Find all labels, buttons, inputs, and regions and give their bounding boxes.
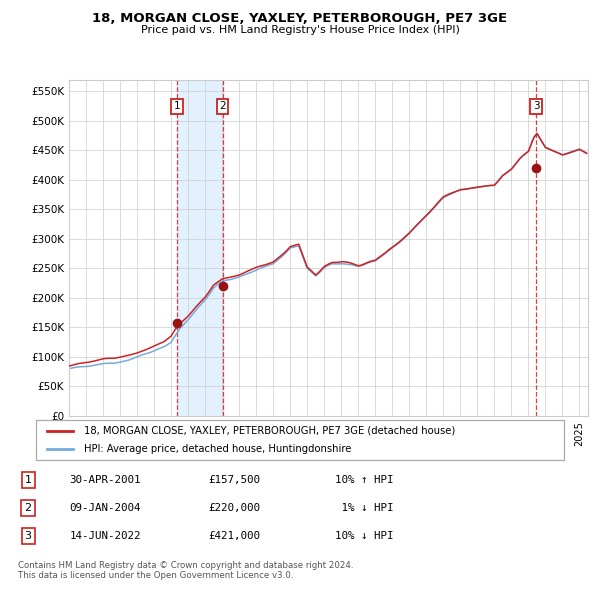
Text: 1: 1 [173, 101, 180, 111]
Text: 09-JAN-2004: 09-JAN-2004 [70, 503, 141, 513]
Text: 2: 2 [25, 503, 32, 513]
Text: 1: 1 [25, 475, 32, 485]
Text: £220,000: £220,000 [208, 503, 260, 513]
FancyBboxPatch shape [36, 420, 564, 460]
Text: 10% ↑ HPI: 10% ↑ HPI [335, 475, 393, 485]
Text: 18, MORGAN CLOSE, YAXLEY, PETERBOROUGH, PE7 3GE (detached house): 18, MORGAN CLOSE, YAXLEY, PETERBOROUGH, … [83, 426, 455, 436]
Text: 2: 2 [219, 101, 226, 111]
Text: 3: 3 [25, 531, 32, 541]
Text: £421,000: £421,000 [208, 531, 260, 541]
Text: 1% ↓ HPI: 1% ↓ HPI [335, 503, 393, 513]
Text: This data is licensed under the Open Government Licence v3.0.: This data is licensed under the Open Gov… [18, 571, 293, 579]
Text: Contains HM Land Registry data © Crown copyright and database right 2024.: Contains HM Land Registry data © Crown c… [18, 560, 353, 569]
Text: 3: 3 [533, 101, 539, 111]
Text: 30-APR-2001: 30-APR-2001 [70, 475, 141, 485]
Text: 18, MORGAN CLOSE, YAXLEY, PETERBOROUGH, PE7 3GE: 18, MORGAN CLOSE, YAXLEY, PETERBOROUGH, … [92, 12, 508, 25]
Text: Price paid vs. HM Land Registry's House Price Index (HPI): Price paid vs. HM Land Registry's House … [140, 25, 460, 35]
Text: £157,500: £157,500 [208, 475, 260, 485]
Bar [176, 80, 223, 416]
Text: 10% ↓ HPI: 10% ↓ HPI [335, 531, 393, 541]
Text: HPI: Average price, detached house, Huntingdonshire: HPI: Average price, detached house, Hunt… [83, 444, 351, 454]
Text: 14-JUN-2022: 14-JUN-2022 [70, 531, 141, 541]
